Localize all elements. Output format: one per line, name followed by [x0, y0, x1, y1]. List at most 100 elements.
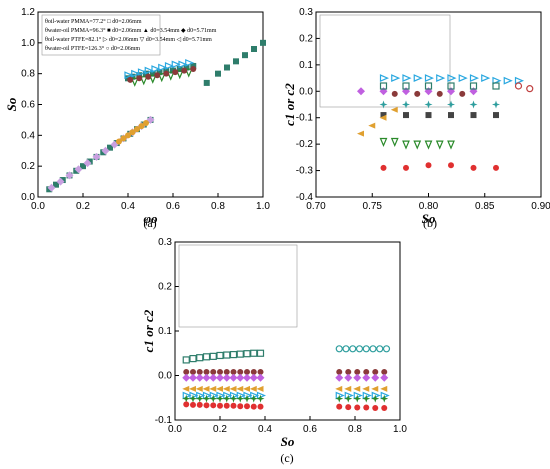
data-point [190, 401, 196, 408]
data-point [189, 394, 197, 403]
y-tick-label: 0.1 [299, 60, 313, 71]
data-point [74, 165, 83, 174]
data-point [183, 368, 190, 375]
data-point [182, 373, 191, 382]
data-point [182, 356, 190, 364]
data-point [481, 74, 491, 82]
data-point [163, 67, 170, 74]
data-point [380, 394, 389, 403]
data-point [209, 394, 218, 403]
data-point [243, 394, 251, 403]
panel-label: (a) [143, 216, 156, 230]
data-point [503, 76, 513, 85]
data-point [196, 368, 203, 375]
data-point [249, 394, 258, 403]
data-point [425, 162, 432, 169]
data-point [223, 402, 230, 409]
data-point [202, 353, 211, 361]
data-point [196, 401, 203, 408]
legend-entry: θoil-water PMMA=77.2° □ d0=2.06mm [45, 18, 142, 25]
data-point [176, 66, 183, 73]
data-point [492, 76, 502, 85]
data-point [342, 345, 350, 353]
data-point [223, 368, 230, 375]
data-point [229, 385, 237, 392]
data-point [414, 90, 421, 97]
data-point [184, 68, 193, 78]
data-point [243, 385, 250, 392]
data-point [217, 402, 223, 409]
data-point [492, 82, 500, 90]
data-point [183, 401, 190, 408]
data-point [210, 368, 217, 375]
data-point [363, 368, 370, 375]
data-point [345, 368, 352, 375]
y-tick-label: 0.3 [299, 7, 313, 18]
x-tick-label: 0.85 [475, 201, 495, 212]
x-axis-label: So [281, 434, 295, 449]
data-point [381, 368, 388, 375]
legend-entry: θwater-oil PMMA=96.3° ■ d0=2.06mm ▲ d0=3… [45, 27, 217, 34]
data-point [402, 140, 410, 150]
data-point [357, 130, 364, 137]
data-point [447, 82, 455, 90]
data-point [130, 77, 139, 87]
data-point [403, 164, 409, 171]
data-point [380, 164, 387, 171]
data-point [164, 62, 175, 70]
data-point [137, 68, 148, 77]
data-point [181, 67, 188, 74]
data-point [256, 385, 264, 392]
data-point [166, 71, 175, 81]
data-point [195, 385, 203, 392]
data-point [236, 385, 244, 392]
data-point [223, 351, 231, 359]
data-point [230, 368, 237, 375]
data-point [129, 129, 136, 136]
data-point [65, 171, 74, 180]
data-point [163, 70, 170, 77]
data-point [139, 76, 148, 86]
y-tick-label: 0.2 [299, 33, 313, 44]
legend-entry: θwater-oil PTFE=126.3° ○ d0=2.06mm [45, 45, 140, 52]
panel-b: 0.70 0.75 0.80 0.85 0.90 -0.4 -0.3 -0.2 -0.1 0.0 0… [282, 7, 550, 230]
data-point [526, 85, 534, 93]
data-point [514, 82, 523, 90]
data-point [101, 146, 110, 155]
y-tick-label: -0.1 [296, 113, 314, 124]
data-point [256, 349, 265, 357]
data-point [216, 351, 224, 360]
y-tick-label: 1.2 [21, 7, 35, 18]
data-point [335, 385, 343, 392]
y-tick-label: 0.0 [299, 86, 313, 97]
data-point [336, 403, 343, 410]
legend-box [41, 14, 161, 56]
data-point [391, 74, 401, 82]
data-point [436, 90, 443, 97]
data-point [448, 162, 454, 169]
data-point [362, 385, 370, 392]
data-point [189, 385, 196, 392]
data-point [149, 70, 156, 77]
data-point [216, 394, 224, 403]
data-point [222, 394, 231, 403]
y-tick-label: -0.2 [296, 139, 314, 150]
y-tick-label: 1.0 [21, 38, 35, 49]
data-point [196, 354, 204, 362]
data-point [80, 163, 86, 170]
data-point [380, 373, 389, 382]
x-tick-label: 0.0 [168, 424, 182, 435]
legend-entry: θoil-water PTFE=82.1° ▷ d0=2.06mm ▽ d0=3… [45, 36, 212, 43]
data-point [335, 394, 344, 403]
data-point [362, 394, 371, 403]
data-point [354, 404, 361, 411]
data-point [335, 373, 344, 382]
data-point [413, 74, 423, 82]
data-point [380, 385, 388, 392]
data-point [237, 403, 244, 410]
data-point [403, 112, 409, 119]
data-point [249, 373, 258, 382]
y-tick-label: 0.0 [158, 371, 172, 382]
data-point [151, 65, 161, 73]
data-point [447, 74, 457, 82]
